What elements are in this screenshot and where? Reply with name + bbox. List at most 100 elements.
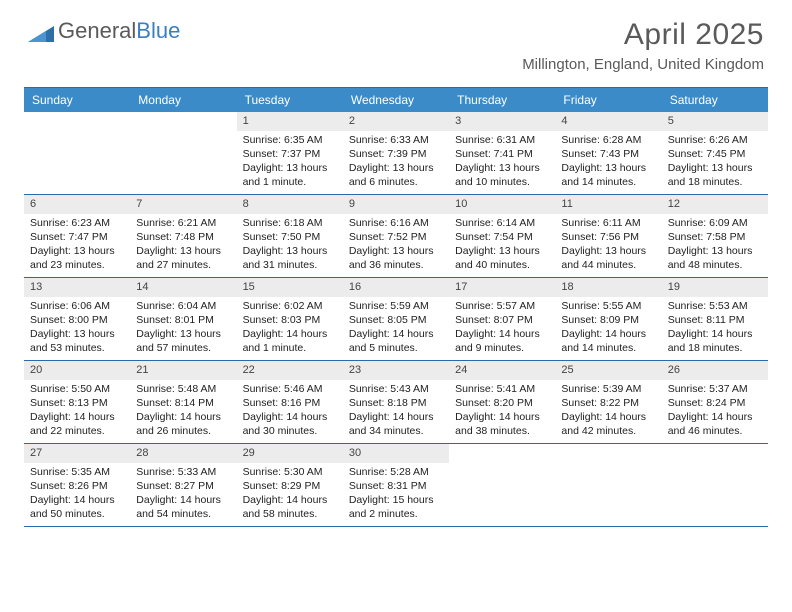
- day-number: 8: [237, 195, 343, 214]
- weekday-header-row: SundayMondayTuesdayWednesdayThursdayFrid…: [24, 88, 768, 112]
- day-info: Sunrise: 5:43 AMSunset: 8:18 PMDaylight:…: [343, 380, 449, 443]
- weekday-header: Saturday: [662, 88, 768, 112]
- daylight-line: Daylight: 14 hours and 14 minutes.: [561, 327, 655, 355]
- daylight-line: Daylight: 14 hours and 54 minutes.: [136, 493, 230, 521]
- day-cell: 4Sunrise: 6:28 AMSunset: 7:43 PMDaylight…: [555, 112, 661, 194]
- daylight-line: Daylight: 13 hours and 48 minutes.: [668, 244, 762, 272]
- week-row: 27Sunrise: 5:35 AMSunset: 8:26 PMDayligh…: [24, 444, 768, 527]
- day-info: Sunrise: 6:23 AMSunset: 7:47 PMDaylight:…: [24, 214, 130, 277]
- week-row: 13Sunrise: 6:06 AMSunset: 8:00 PMDayligh…: [24, 278, 768, 361]
- daylight-line: Daylight: 14 hours and 38 minutes.: [455, 410, 549, 438]
- daylight-line: Daylight: 14 hours and 50 minutes.: [30, 493, 124, 521]
- day-info: Sunrise: 5:35 AMSunset: 8:26 PMDaylight:…: [24, 463, 130, 526]
- weekday-header: Thursday: [449, 88, 555, 112]
- sunrise-line: Sunrise: 5:53 AM: [668, 299, 762, 313]
- day-cell: 16Sunrise: 5:59 AMSunset: 8:05 PMDayligh…: [343, 278, 449, 360]
- day-number: 27: [24, 444, 130, 463]
- day-number: 12: [662, 195, 768, 214]
- day-cell: 17Sunrise: 5:57 AMSunset: 8:07 PMDayligh…: [449, 278, 555, 360]
- day-number: 22: [237, 361, 343, 380]
- day-number: 9: [343, 195, 449, 214]
- day-number: 19: [662, 278, 768, 297]
- day-info: Sunrise: 6:28 AMSunset: 7:43 PMDaylight:…: [555, 131, 661, 194]
- day-number: 21: [130, 361, 236, 380]
- day-cell: 25Sunrise: 5:39 AMSunset: 8:22 PMDayligh…: [555, 361, 661, 443]
- day-cell: 20Sunrise: 5:50 AMSunset: 8:13 PMDayligh…: [24, 361, 130, 443]
- daylight-line: Daylight: 14 hours and 26 minutes.: [136, 410, 230, 438]
- daylight-line: Daylight: 13 hours and 1 minute.: [243, 161, 337, 189]
- day-cell: [130, 112, 236, 194]
- sunrise-line: Sunrise: 6:09 AM: [668, 216, 762, 230]
- day-cell: 5Sunrise: 6:26 AMSunset: 7:45 PMDaylight…: [662, 112, 768, 194]
- week-row: 6Sunrise: 6:23 AMSunset: 7:47 PMDaylight…: [24, 195, 768, 278]
- daylight-line: Daylight: 14 hours and 46 minutes.: [668, 410, 762, 438]
- sunset-line: Sunset: 8:20 PM: [455, 396, 549, 410]
- day-info: Sunrise: 5:28 AMSunset: 8:31 PMDaylight:…: [343, 463, 449, 526]
- day-info: Sunrise: 6:35 AMSunset: 7:37 PMDaylight:…: [237, 131, 343, 194]
- day-info: Sunrise: 6:04 AMSunset: 8:01 PMDaylight:…: [130, 297, 236, 360]
- day-info: Sunrise: 5:37 AMSunset: 8:24 PMDaylight:…: [662, 380, 768, 443]
- day-info: Sunrise: 5:55 AMSunset: 8:09 PMDaylight:…: [555, 297, 661, 360]
- sunrise-line: Sunrise: 6:23 AM: [30, 216, 124, 230]
- weekday-header: Friday: [555, 88, 661, 112]
- sunrise-line: Sunrise: 6:31 AM: [455, 133, 549, 147]
- day-info: Sunrise: 5:30 AMSunset: 8:29 PMDaylight:…: [237, 463, 343, 526]
- daylight-line: Daylight: 13 hours and 40 minutes.: [455, 244, 549, 272]
- daylight-line: Daylight: 13 hours and 18 minutes.: [668, 161, 762, 189]
- day-cell: [24, 112, 130, 194]
- day-cell: [555, 444, 661, 526]
- sunset-line: Sunset: 8:16 PM: [243, 396, 337, 410]
- day-info: Sunrise: 6:26 AMSunset: 7:45 PMDaylight:…: [662, 131, 768, 194]
- sunset-line: Sunset: 7:52 PM: [349, 230, 443, 244]
- day-cell: 14Sunrise: 6:04 AMSunset: 8:01 PMDayligh…: [130, 278, 236, 360]
- day-cell: 24Sunrise: 5:41 AMSunset: 8:20 PMDayligh…: [449, 361, 555, 443]
- daylight-line: Daylight: 13 hours and 53 minutes.: [30, 327, 124, 355]
- day-number: 20: [24, 361, 130, 380]
- day-info: Sunrise: 5:50 AMSunset: 8:13 PMDaylight:…: [24, 380, 130, 443]
- sunset-line: Sunset: 7:58 PM: [668, 230, 762, 244]
- daylight-line: Daylight: 13 hours and 36 minutes.: [349, 244, 443, 272]
- day-cell: 9Sunrise: 6:16 AMSunset: 7:52 PMDaylight…: [343, 195, 449, 277]
- weekday-header: Wednesday: [343, 88, 449, 112]
- day-cell: 21Sunrise: 5:48 AMSunset: 8:14 PMDayligh…: [130, 361, 236, 443]
- sunrise-line: Sunrise: 5:33 AM: [136, 465, 230, 479]
- day-cell: 8Sunrise: 6:18 AMSunset: 7:50 PMDaylight…: [237, 195, 343, 277]
- sunrise-line: Sunrise: 6:06 AM: [30, 299, 124, 313]
- sunset-line: Sunset: 7:39 PM: [349, 147, 443, 161]
- sunrise-line: Sunrise: 5:57 AM: [455, 299, 549, 313]
- sunrise-line: Sunrise: 5:43 AM: [349, 382, 443, 396]
- sunrise-line: Sunrise: 6:21 AM: [136, 216, 230, 230]
- sunset-line: Sunset: 8:26 PM: [30, 479, 124, 493]
- sunrise-line: Sunrise: 6:35 AM: [243, 133, 337, 147]
- location: Millington, England, United Kingdom: [522, 56, 764, 73]
- sunrise-line: Sunrise: 5:39 AM: [561, 382, 655, 396]
- day-info: Sunrise: 6:09 AMSunset: 7:58 PMDaylight:…: [662, 214, 768, 277]
- day-info: Sunrise: 5:41 AMSunset: 8:20 PMDaylight:…: [449, 380, 555, 443]
- sunset-line: Sunset: 8:05 PM: [349, 313, 443, 327]
- title-block: April 2025 Millington, England, United K…: [522, 18, 764, 73]
- day-cell: 22Sunrise: 5:46 AMSunset: 8:16 PMDayligh…: [237, 361, 343, 443]
- sunset-line: Sunset: 7:37 PM: [243, 147, 337, 161]
- sunset-line: Sunset: 8:24 PM: [668, 396, 762, 410]
- sunrise-line: Sunrise: 5:28 AM: [349, 465, 443, 479]
- day-number: 13: [24, 278, 130, 297]
- sunset-line: Sunset: 7:54 PM: [455, 230, 549, 244]
- day-info: Sunrise: 5:59 AMSunset: 8:05 PMDaylight:…: [343, 297, 449, 360]
- day-cell: 7Sunrise: 6:21 AMSunset: 7:48 PMDaylight…: [130, 195, 236, 277]
- day-number: 3: [449, 112, 555, 131]
- week-row: 1Sunrise: 6:35 AMSunset: 7:37 PMDaylight…: [24, 112, 768, 195]
- day-info: Sunrise: 5:53 AMSunset: 8:11 PMDaylight:…: [662, 297, 768, 360]
- sunset-line: Sunset: 7:56 PM: [561, 230, 655, 244]
- day-number: 24: [449, 361, 555, 380]
- sunrise-line: Sunrise: 5:35 AM: [30, 465, 124, 479]
- day-number: 28: [130, 444, 236, 463]
- day-cell: [662, 444, 768, 526]
- daylight-line: Daylight: 13 hours and 57 minutes.: [136, 327, 230, 355]
- day-number: 2: [343, 112, 449, 131]
- daylight-line: Daylight: 13 hours and 10 minutes.: [455, 161, 549, 189]
- day-number: 14: [130, 278, 236, 297]
- sunset-line: Sunset: 7:47 PM: [30, 230, 124, 244]
- sunrise-line: Sunrise: 5:46 AM: [243, 382, 337, 396]
- logo: GeneralBlue: [28, 18, 180, 44]
- daylight-line: Daylight: 14 hours and 1 minute.: [243, 327, 337, 355]
